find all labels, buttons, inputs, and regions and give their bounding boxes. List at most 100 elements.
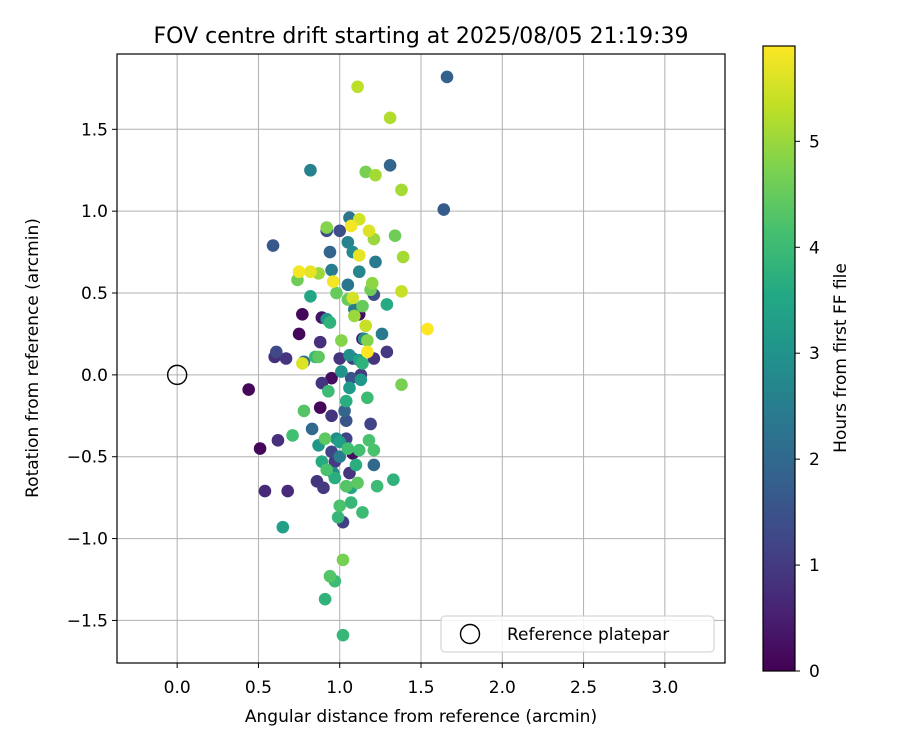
data-point xyxy=(320,463,334,477)
data-point xyxy=(351,476,364,490)
data-point xyxy=(339,414,353,428)
y-tick-label: −1.0 xyxy=(67,530,108,550)
data-point xyxy=(362,224,376,238)
y-tick-label: −1.5 xyxy=(67,611,108,631)
data-point xyxy=(305,422,319,436)
data-point xyxy=(359,165,373,179)
colorbar-tick-label: 1 xyxy=(809,556,820,576)
data-point xyxy=(352,265,366,279)
data-point xyxy=(323,316,337,329)
data-point xyxy=(304,163,317,177)
colorbar-label: Hours from first FF file xyxy=(831,263,851,453)
legend-marker-reference xyxy=(459,623,481,645)
data-point xyxy=(335,365,348,378)
data-point xyxy=(313,335,327,349)
data-point xyxy=(344,496,358,509)
data-point xyxy=(333,224,347,238)
data-point xyxy=(365,276,379,290)
legend-box xyxy=(440,615,715,653)
data-point xyxy=(286,429,299,442)
data-point xyxy=(292,327,306,341)
data-point xyxy=(359,319,373,333)
data-point xyxy=(338,404,351,418)
data-point xyxy=(341,235,355,249)
data-point xyxy=(349,458,363,472)
chart-title: FOV centre drift starting at 2025/08/05 … xyxy=(154,24,689,49)
data-point xyxy=(318,432,332,446)
data-point xyxy=(317,481,330,495)
data-point xyxy=(312,350,325,364)
data-point xyxy=(369,168,382,182)
data-point xyxy=(304,289,317,303)
colorbar-tick-label: 5 xyxy=(809,132,820,152)
data-point xyxy=(336,628,350,642)
data-point xyxy=(352,443,366,457)
data-point xyxy=(320,221,334,234)
x-tick-label: 0.5 xyxy=(245,678,272,698)
data-point xyxy=(333,352,347,365)
data-point xyxy=(344,219,358,233)
data-point xyxy=(253,442,267,455)
scatter-points xyxy=(242,70,454,642)
colorbar-tick-label: 0 xyxy=(809,662,820,682)
data-point xyxy=(440,70,454,84)
data-point xyxy=(362,434,376,447)
y-axis-ticks: −1.5 −1.0 −0.5 0.0 0.5 1.0 1.5 xyxy=(67,120,117,631)
data-point xyxy=(323,245,337,259)
data-point xyxy=(297,404,311,418)
colorbar: 0 1 2 3 4 5 Hours from first FF file xyxy=(762,45,851,682)
data-point xyxy=(388,229,402,243)
data-point xyxy=(383,111,397,125)
x-axis-ticks: 0.0 0.5 1.0 1.5 2.0 2.5 3.0 xyxy=(164,663,678,698)
data-point xyxy=(339,479,353,493)
data-point xyxy=(318,592,332,606)
data-point xyxy=(361,345,374,359)
data-point xyxy=(271,434,285,447)
data-point xyxy=(258,484,272,498)
x-tick-label: 2.5 xyxy=(570,678,597,698)
colorbar-tick-label: 4 xyxy=(809,238,820,258)
data-point xyxy=(296,357,309,370)
data-point xyxy=(313,401,327,414)
data-point xyxy=(383,159,397,172)
data-point xyxy=(326,275,340,288)
data-point xyxy=(281,484,294,498)
data-point xyxy=(346,291,360,305)
x-tick-label: 3.0 xyxy=(651,678,678,698)
data-point xyxy=(348,309,361,323)
data-point xyxy=(341,442,355,455)
data-point xyxy=(395,285,408,298)
y-tick-label: 0.0 xyxy=(81,366,108,386)
x-tick-label: 2.0 xyxy=(489,678,516,698)
y-tick-label: −0.5 xyxy=(67,448,108,468)
data-point xyxy=(292,265,306,279)
data-point xyxy=(339,394,353,408)
legend-label-reference: Reference platepar xyxy=(507,625,669,645)
data-point xyxy=(333,450,347,464)
data-point xyxy=(304,265,317,279)
data-point xyxy=(364,417,377,431)
data-point xyxy=(356,299,369,313)
data-point xyxy=(325,371,338,385)
data-point xyxy=(296,307,309,321)
data-point xyxy=(335,334,348,347)
data-point xyxy=(387,473,400,486)
data-point xyxy=(266,239,280,252)
data-point xyxy=(356,357,369,370)
data-point xyxy=(333,499,347,513)
data-point xyxy=(395,183,408,197)
data-point xyxy=(367,443,381,457)
data-point xyxy=(352,249,366,262)
data-point xyxy=(380,345,394,359)
data-point xyxy=(325,263,338,277)
data-point xyxy=(356,506,369,519)
data-point xyxy=(341,278,355,292)
y-axis-label: Rotation from reference (arcmin) xyxy=(23,218,43,498)
x-tick-label: 0.0 xyxy=(164,678,191,698)
data-point xyxy=(331,510,345,524)
data-point xyxy=(328,471,342,485)
y-tick-label: 1.0 xyxy=(81,202,108,222)
data-point xyxy=(370,479,384,493)
data-point xyxy=(330,286,343,300)
